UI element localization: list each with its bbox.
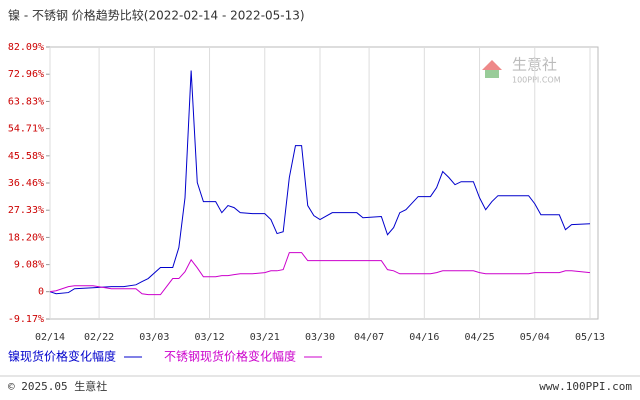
x-tick-label: 03/30 [305, 332, 335, 343]
y-tick-label: 63.83% [8, 96, 44, 107]
y-tick-label: 82.09% [8, 42, 44, 53]
y-tick-label: 9.08% [14, 260, 44, 271]
x-tick-label: 03/03 [139, 332, 169, 343]
y-tick-label: 36.46% [8, 178, 44, 189]
legend-label: 镍现货价格变化幅度 [8, 349, 116, 364]
x-tick-label: 02/22 [84, 332, 114, 343]
x-tick-label: 04/16 [409, 332, 439, 343]
x-tick-label: 04/07 [354, 332, 384, 343]
y-tick-label: 54.71% [8, 124, 44, 135]
x-tick-label: 03/21 [250, 332, 280, 343]
y-tick-label: 0 [38, 287, 44, 298]
footer-site: www.100PPI.com [539, 380, 632, 393]
y-tick-label: -9.17% [8, 314, 44, 325]
x-tick-label: 03/12 [194, 332, 224, 343]
x-tick-label: 05/04 [520, 332, 550, 343]
y-tick-label: 72.96% [8, 69, 44, 80]
series-line [49, 70, 591, 295]
x-tick-label: 05/13 [575, 332, 605, 343]
legend-label: 不锈钢现货价格变化幅度 [164, 349, 296, 364]
series-line [49, 252, 591, 296]
watermark-logo [482, 60, 502, 70]
chart-title: 镍 - 不锈钢 价格趋势比较(2022-02-14 - 2022-05-13) [8, 8, 305, 23]
footer-copyright: © 2025.05 生意社 [8, 379, 107, 393]
watermark-logo-base [485, 70, 499, 78]
watermark-site: 100PPI.COM [512, 76, 561, 85]
x-tick-label: 04/25 [464, 332, 494, 343]
y-tick-label: 18.20% [8, 232, 44, 243]
y-tick-label: 45.58% [8, 151, 44, 162]
x-tick-label: 02/14 [35, 332, 65, 343]
y-tick-label: 27.33% [8, 205, 44, 216]
